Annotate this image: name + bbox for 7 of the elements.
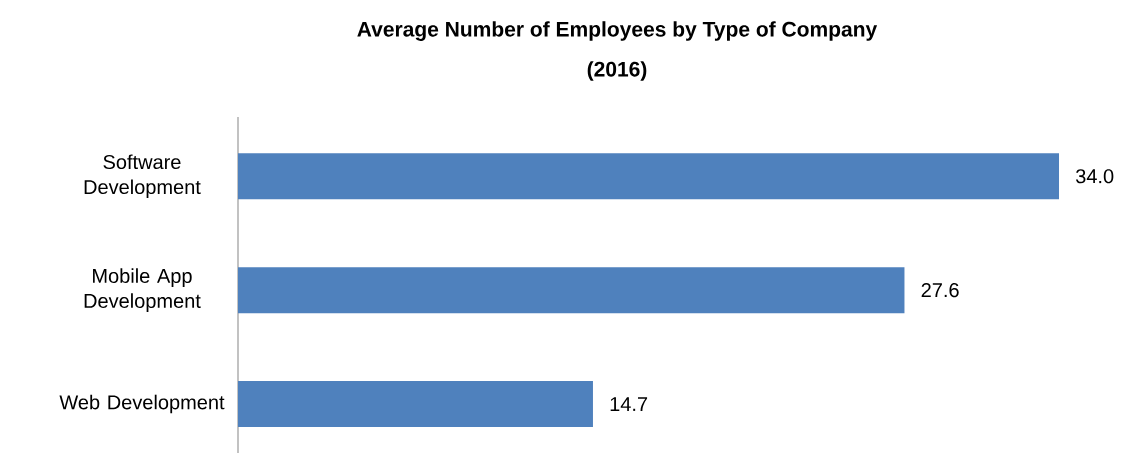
chart-title: Average Number of Employees by Type of Company (2016): [357, 21, 878, 81]
data-label: 14.7: [610, 397, 648, 411]
y-tick-label: Software Development: [84, 154, 201, 199]
data-label: 34.0: [1075, 169, 1114, 184]
y-tick-label: Mobile App Development: [84, 268, 201, 312]
y-tick-label: Web Development: [59, 394, 225, 414]
data-label: 27.6: [921, 283, 959, 298]
